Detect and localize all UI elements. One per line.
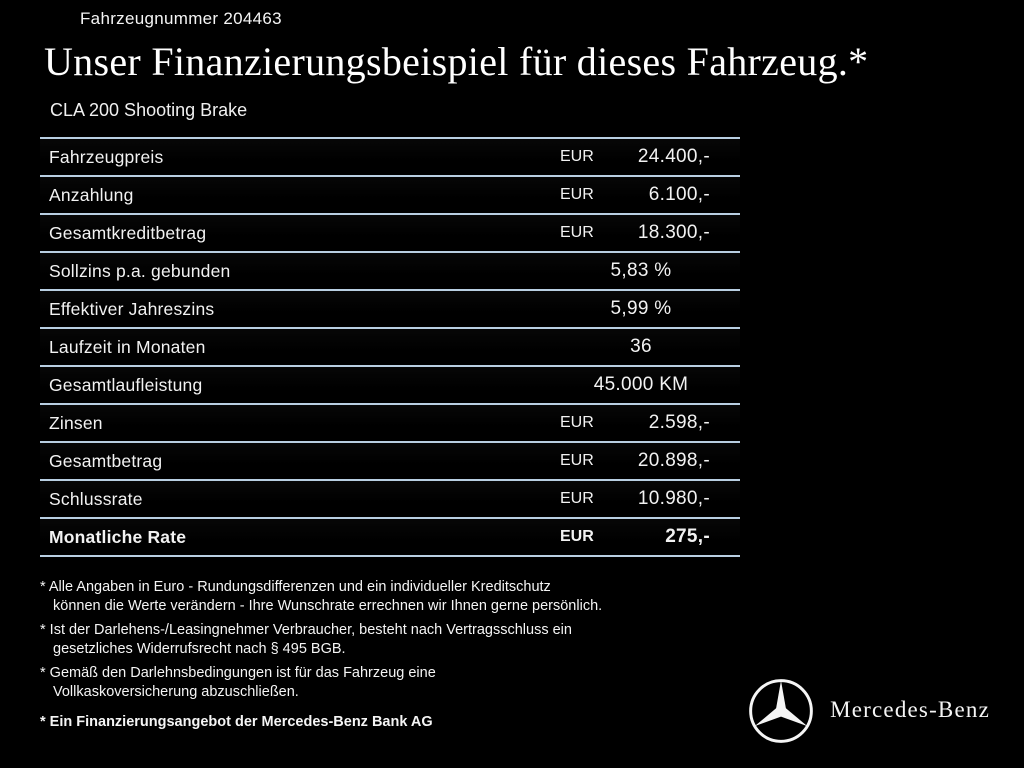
footnote-bank: * Ein Finanzierungsangebot der Mercedes-… xyxy=(40,713,760,732)
row-label: Gesamtkreditbetrag xyxy=(49,222,207,243)
footnote-line: Vollkaskoversicherung abzuschließen. xyxy=(53,684,299,700)
table-row-schlussrate: Schlussrate EUR 10.980,- xyxy=(40,479,740,517)
footnote-line: * Ist der Darlehens-/Leasingnehmer Verbr… xyxy=(40,622,572,638)
footnote-line: gesetzliches Widerrufsrecht nach § 495 B… xyxy=(53,641,346,657)
row-value: 5,83 % xyxy=(610,260,672,281)
footnote-widerrufsrecht: * Ist der Darlehens-/Leasingnehmer Verbr… xyxy=(40,621,760,659)
table-row-sollzins: Sollzins p.a. gebunden 5,83 % xyxy=(40,251,740,289)
footnotes: * Alle Angaben in Euro - Rundungsdiffere… xyxy=(40,578,760,737)
table-row-gesamtbetrag: Gesamtbetrag EUR 20.898,- xyxy=(40,441,740,479)
row-currency: EUR xyxy=(560,224,594,241)
row-label: Sollzins p.a. gebunden xyxy=(49,260,231,281)
row-currency: EUR xyxy=(560,414,594,431)
row-label: Schlussrate xyxy=(49,488,143,509)
table-row-laufzeit: Laufzeit in Monaten 36 xyxy=(40,327,740,365)
table-row-monatliche-rate: Monatliche Rate EUR 275,- xyxy=(40,517,740,555)
row-value: 5,99 % xyxy=(610,298,672,319)
row-value: 6.100,- xyxy=(648,184,710,205)
brand-area: Mercedes-Benz xyxy=(748,678,990,744)
row-currency: EUR xyxy=(560,528,594,545)
brand-wordmark: Mercedes-Benz xyxy=(830,697,990,722)
footnote-line: * Ein Finanzierungsangebot der Mercedes-… xyxy=(40,714,433,730)
row-value: 20.898,- xyxy=(637,450,710,471)
table-row-zinsen: Zinsen EUR 2.598,- xyxy=(40,403,740,441)
row-label: Anzahlung xyxy=(49,184,134,205)
footnote-rounding: * Alle Angaben in Euro - Rundungsdiffere… xyxy=(40,578,760,616)
vehicle-number: Fahrzeugnummer 204463 xyxy=(80,9,282,28)
row-value: 2.598,- xyxy=(648,412,710,433)
table-row-gesamtlaufleistung: Gesamtlaufleistung 45.000 KM xyxy=(40,365,740,403)
row-label: Effektiver Jahreszins xyxy=(49,298,215,319)
footnote-line: * Gemäß den Darlehnsbedingungen ist für … xyxy=(40,665,436,681)
row-label: Zinsen xyxy=(49,412,103,433)
finance-table: Fahrzeugpreis EUR 24.400,- Anzahlung EUR… xyxy=(40,137,740,557)
row-value: 24.400,- xyxy=(637,146,710,167)
row-label: Gesamtlaufleistung xyxy=(49,374,203,395)
vehicle-model: CLA 200 Shooting Brake xyxy=(50,100,248,120)
table-row-fahrzeugpreis: Fahrzeugpreis EUR 24.400,- xyxy=(40,137,740,175)
row-label: Monatliche Rate xyxy=(49,526,187,547)
page-title: Unser Finanzierungsbeispiel für dieses F… xyxy=(44,39,869,84)
row-currency: EUR xyxy=(560,186,594,203)
row-label: Laufzeit in Monaten xyxy=(49,336,206,357)
row-currency: EUR xyxy=(560,148,594,165)
footnote-line: * Alle Angaben in Euro - Rundungsdiffere… xyxy=(40,579,551,595)
row-currency: EUR xyxy=(560,490,594,507)
table-row-effektiver-jahreszins: Effektiver Jahreszins 5,99 % xyxy=(40,289,740,327)
table-row-gesamtkreditbetrag: Gesamtkreditbetrag EUR 18.300,- xyxy=(40,213,740,251)
row-currency: EUR xyxy=(560,452,594,469)
row-value: 45.000 KM xyxy=(593,374,689,395)
row-value: 10.980,- xyxy=(637,488,710,509)
mercedes-star-icon xyxy=(749,679,813,743)
row-label: Gesamtbetrag xyxy=(49,450,163,471)
footnote-line: können die Werte verändern - Ihre Wunsch… xyxy=(53,598,603,614)
row-label: Fahrzeugpreis xyxy=(49,146,164,167)
row-value: 275,- xyxy=(665,526,710,547)
table-row-anzahlung: Anzahlung EUR 6.100,- xyxy=(40,175,740,213)
row-value: 36 xyxy=(630,336,652,357)
footnote-vollkasko: * Gemäß den Darlehnsbedingungen ist für … xyxy=(40,664,760,702)
row-value: 18.300,- xyxy=(637,222,710,243)
